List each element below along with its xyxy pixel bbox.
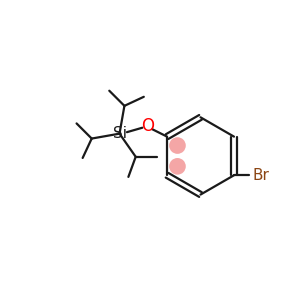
Circle shape	[169, 137, 186, 154]
Circle shape	[169, 158, 186, 175]
Text: Br: Br	[253, 168, 270, 183]
Text: Si: Si	[112, 126, 127, 141]
Text: O: O	[141, 117, 154, 135]
